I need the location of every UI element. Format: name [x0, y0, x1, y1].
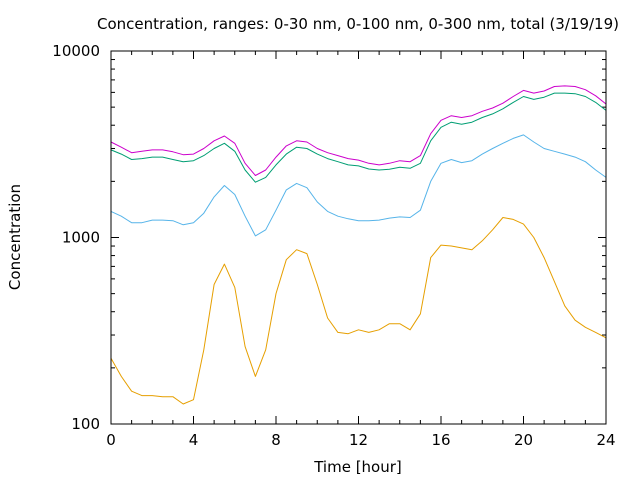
- y-axis-label: Concentration: [6, 184, 24, 290]
- series-line-2: [110, 134, 607, 237]
- y-tick-label: 10000: [52, 42, 100, 60]
- x-axis-label: Time [hour]: [313, 458, 402, 476]
- series-line-1: [110, 217, 607, 405]
- chart-title: Concentration, ranges: 0-30 nm, 0-100 nm…: [97, 15, 619, 33]
- series-group: [110, 85, 607, 405]
- x-tick-label: 8: [271, 431, 281, 449]
- series-line-4: [110, 85, 607, 176]
- y-tick-label: 100: [71, 415, 100, 433]
- series-line-3: [110, 92, 607, 183]
- x-tick-label: 0: [106, 431, 116, 449]
- x-tick-label: 20: [514, 431, 533, 449]
- x-tick-label: 16: [431, 431, 450, 449]
- plot-frame: [110, 50, 607, 425]
- axis-ticks: 0 4 8 12 16 20 24 100 1000 10000: [52, 42, 615, 449]
- x-tick-label: 12: [349, 431, 368, 449]
- y-tick-label: 1000: [62, 229, 100, 247]
- x-tick-label: 4: [189, 431, 199, 449]
- x-tick-label: 24: [596, 431, 615, 449]
